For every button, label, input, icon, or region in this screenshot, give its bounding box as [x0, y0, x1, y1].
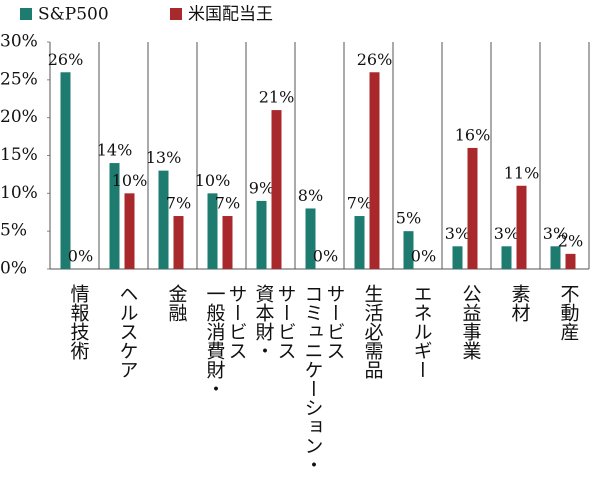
bar: [305, 208, 316, 269]
legend-swatch: [170, 8, 182, 20]
bar: [452, 246, 463, 269]
y-tick-label: 25%: [0, 69, 38, 89]
y-tick-label: 15%: [0, 145, 38, 165]
value-label: 2%: [558, 231, 583, 250]
x-tick-label: エネルギー: [410, 284, 433, 379]
x-tick-label: ヘルスケア: [116, 284, 139, 379]
bar: [501, 246, 512, 269]
x-tick-label: 金融: [165, 284, 188, 322]
value-label: 14%: [97, 141, 133, 160]
x-tick-label: 不動産: [557, 284, 580, 341]
value-label: 7%: [166, 194, 191, 213]
bar: [158, 170, 169, 269]
x-tick-label: 素材: [508, 284, 531, 322]
y-tick-label: 20%: [0, 107, 38, 127]
y-tick-label: 30%: [0, 32, 38, 52]
bar: [354, 216, 365, 269]
value-label: 3%: [543, 224, 568, 243]
y-tick-label: 10%: [0, 183, 38, 203]
y-tick-label: 0%: [0, 259, 27, 279]
value-label: 3%: [445, 224, 470, 243]
value-label: 0%: [411, 247, 436, 266]
value-label: 21%: [259, 88, 295, 107]
bar: [207, 193, 218, 269]
x-tick-label: 生活必需品: [361, 284, 384, 379]
x-tick-label: サービス コミュニケーション・: [301, 284, 346, 474]
value-label: 26%: [357, 50, 393, 69]
x-tick-label: サービス 資本財・: [252, 284, 297, 360]
bar: [173, 216, 184, 269]
bar: [516, 185, 527, 269]
y-tick-label: 5%: [0, 221, 27, 241]
legend-label: S&P500: [38, 5, 109, 25]
bar: [109, 163, 120, 269]
bar: [369, 72, 380, 270]
value-label: 5%: [396, 209, 421, 228]
value-label: 0%: [68, 247, 93, 266]
bar: [467, 147, 478, 269]
x-tick-label: 情報技術: [67, 284, 90, 360]
value-label: 7%: [347, 194, 372, 213]
bar: [403, 231, 414, 269]
value-label: 10%: [112, 171, 148, 190]
legend-swatch: [20, 8, 32, 20]
value-label: 8%: [298, 186, 323, 205]
value-label: 3%: [494, 224, 519, 243]
x-tick-label: 公益事業: [459, 284, 482, 360]
bar: [271, 110, 282, 269]
value-label: 11%: [504, 163, 540, 182]
value-label: 16%: [455, 125, 491, 144]
value-label: 10%: [195, 171, 231, 190]
value-label: 9%: [249, 178, 274, 197]
value-label: 7%: [215, 194, 240, 213]
x-tick-label: サービス 一般消費財・: [203, 284, 248, 398]
bar: [60, 72, 71, 270]
bar: [565, 253, 576, 269]
bar: [256, 200, 267, 269]
bar: [124, 193, 135, 269]
value-label: 13%: [146, 148, 182, 167]
value-label: 0%: [313, 247, 338, 266]
legend-label: 米国配当王: [188, 5, 273, 25]
bar: [550, 246, 561, 269]
value-label: 26%: [48, 50, 84, 69]
bar: [222, 216, 233, 269]
